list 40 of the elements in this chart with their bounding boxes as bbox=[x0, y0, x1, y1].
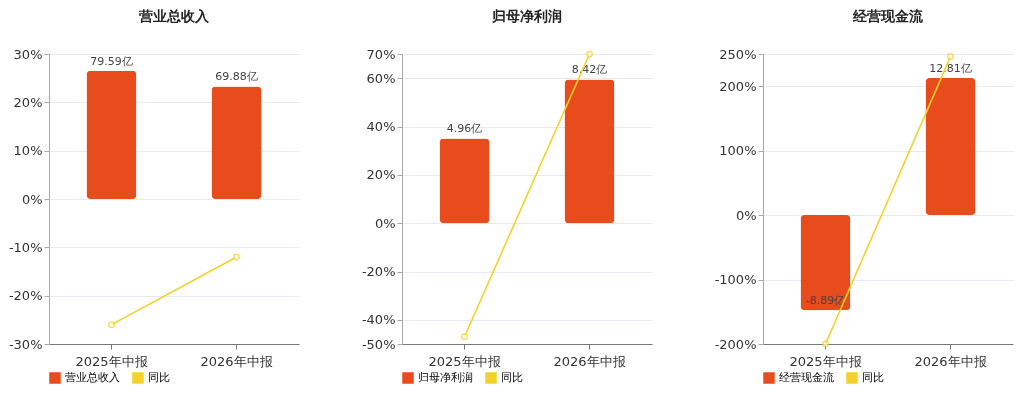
y-tick-label: 20% bbox=[13, 94, 43, 110]
legend-label: 营业总收入 bbox=[65, 371, 120, 384]
y-tick-label: -50% bbox=[361, 336, 396, 352]
y-tick-label: 0% bbox=[21, 191, 43, 207]
y-tick-label: 70% bbox=[366, 46, 396, 62]
category-label: 2025年中报 bbox=[789, 353, 862, 369]
legend-label: 归母净利润 bbox=[418, 371, 473, 384]
y-tick-label: 40% bbox=[366, 119, 396, 134]
y-tick-label: -20% bbox=[8, 288, 43, 304]
chart-title: 经营现金流 bbox=[852, 8, 924, 24]
y-tick-label: -10% bbox=[8, 239, 43, 255]
data-label: 4.96亿 bbox=[446, 122, 483, 136]
y-tick-label: -20% bbox=[361, 264, 396, 279]
data-label: 69.88亿 bbox=[215, 70, 258, 84]
legend-label: 同比 bbox=[862, 371, 884, 384]
y-tick-label: -100% bbox=[714, 272, 757, 288]
y-tick-label: 20% bbox=[366, 167, 396, 183]
y-tick-label: -30% bbox=[8, 336, 43, 352]
data-label: 79.59亿 bbox=[90, 54, 133, 68]
y-tick-label: -40% bbox=[361, 312, 396, 328]
data-label: -8.89亿 bbox=[805, 294, 846, 308]
legend-label: 经营现金流 bbox=[779, 371, 834, 384]
y-tick-label: 100% bbox=[719, 143, 757, 159]
chart-title: 归母净利润 bbox=[491, 8, 562, 24]
legend-label: 同比 bbox=[148, 371, 170, 384]
y-tick-label: 250% bbox=[719, 46, 757, 62]
y-tick-label: -200% bbox=[714, 336, 757, 352]
category-label: 2026年中报 bbox=[200, 353, 273, 369]
y-tick-label: 10% bbox=[13, 143, 43, 159]
y-tick-label: 200% bbox=[719, 78, 757, 94]
category-label: 2025年中报 bbox=[428, 353, 501, 369]
y-tick-label: 0% bbox=[374, 215, 396, 231]
y-tick-label: 30% bbox=[13, 46, 43, 62]
legend-label: 同比 bbox=[501, 371, 523, 384]
category-label: 2026年中报 bbox=[914, 353, 987, 369]
category-label: 2025年中报 bbox=[75, 353, 148, 369]
chart-title: 营业总收入 bbox=[138, 8, 210, 24]
y-tick-label: 0% bbox=[735, 207, 757, 223]
category-label: 2026年中报 bbox=[553, 353, 626, 369]
y-tick-label: 60% bbox=[366, 70, 396, 86]
